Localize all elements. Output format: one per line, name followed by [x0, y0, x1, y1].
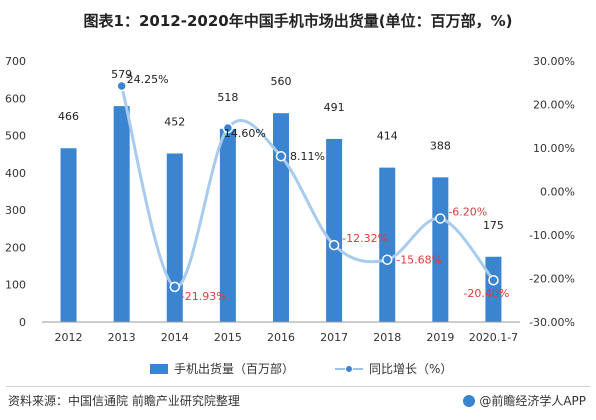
bar-value-label: 466 — [58, 110, 79, 123]
growth-value-label: -15.68% — [396, 254, 442, 267]
bar-value-label: 414 — [377, 130, 398, 143]
legend-bar-swatch — [150, 363, 168, 374]
bar — [379, 167, 396, 322]
brand-logo-icon — [463, 394, 476, 407]
y-right-tick-label: -20.00% — [529, 273, 575, 286]
growth-value-label: -6.20% — [448, 205, 487, 218]
y-left-tick-label: 200 — [5, 241, 26, 254]
growth-point — [222, 122, 234, 134]
y-right-tick-label: 20.00% — [533, 99, 575, 112]
bar — [326, 138, 343, 322]
growth-value-label: -20.40% — [463, 287, 509, 300]
growth-point — [169, 281, 181, 293]
legend-item-shipments: 手机出货量（百万部） — [150, 360, 294, 377]
legend-label-shipments: 手机出货量（百万部） — [174, 362, 295, 376]
x-tick-label: 2015 — [214, 331, 242, 344]
bar — [60, 148, 77, 322]
growth-point — [328, 239, 340, 251]
growth-point — [488, 274, 499, 286]
y-right-tick-label: 30.00% — [533, 55, 575, 68]
growth-point — [116, 80, 127, 92]
x-tick-label: 2019 — [426, 331, 454, 344]
x-tick-label: 2018 — [373, 331, 401, 344]
source-note: 资料来源：中国信通院 前瞻产业研究院整理 — [8, 394, 240, 408]
legend: 手机出货量（百万部） 同比增长（%） — [0, 360, 596, 380]
growth-value-label: 24.25% — [127, 73, 169, 86]
bar-value-label: 579 — [111, 68, 132, 81]
growth-value-label: 8.11% — [290, 150, 325, 163]
legend-label-growth: 同比增长（%） — [369, 362, 453, 376]
x-tick-label: 2014 — [161, 331, 189, 344]
y-left-tick-label: 300 — [5, 204, 26, 217]
y-right-tick-label: 0.00% — [540, 186, 575, 199]
growth-value-label: 14.60% — [224, 127, 266, 140]
bar-value-label: 518 — [217, 91, 238, 104]
legend-item-growth: 同比增长（%） — [335, 360, 452, 377]
bar-value-label: 388 — [430, 139, 451, 152]
y-right-tick-label: -10.00% — [529, 229, 575, 242]
bar — [219, 128, 236, 322]
y-left-tick-label: 600 — [5, 92, 26, 105]
y-right-tick-label: -30.00% — [529, 316, 575, 329]
brand-credit: @前瞻经济学人APP — [463, 392, 586, 409]
growth-value-label: -12.32% — [342, 232, 388, 245]
chart: 466 579 452 518 560 491 414 388 175 24.25% -21.93… — [5, 55, 575, 344]
y-right-tick-label: 10.00% — [533, 142, 575, 155]
x-tick-label: 2017 — [320, 331, 348, 344]
bar — [166, 153, 183, 322]
growth-value-label: -21.93% — [181, 290, 227, 303]
x-tick-label: 2013 — [108, 331, 136, 344]
bar — [432, 177, 449, 322]
bar-value-label: 452 — [164, 115, 185, 128]
growth-point — [381, 254, 393, 265]
bar-value-label: 491 — [324, 101, 345, 114]
growth-point — [435, 213, 446, 224]
chart-title: 图表1：2012-2020年中国手机市场出货量(单位：百万部，%) — [83, 12, 513, 30]
growth-point — [275, 150, 287, 162]
x-tick-label: 2020.1-7 — [469, 331, 518, 344]
bar-value-label: 175 — [483, 219, 504, 232]
footer-divider — [6, 386, 590, 387]
y-left-tick-label: 500 — [5, 130, 26, 143]
y-left-tick-label: 0 — [19, 316, 26, 329]
bar — [113, 106, 130, 322]
x-tick-label: 2016 — [267, 331, 295, 344]
bar — [273, 113, 289, 322]
x-tick-label: 2012 — [55, 331, 83, 344]
bar-value-label: 560 — [271, 75, 292, 88]
legend-line-swatch — [335, 364, 363, 374]
brand-text: @前瞻经济学人APP — [479, 394, 586, 408]
y-left-tick-label: 700 — [5, 55, 26, 68]
y-left-tick-label: 100 — [5, 279, 26, 292]
y-left-tick-label: 400 — [5, 167, 26, 180]
